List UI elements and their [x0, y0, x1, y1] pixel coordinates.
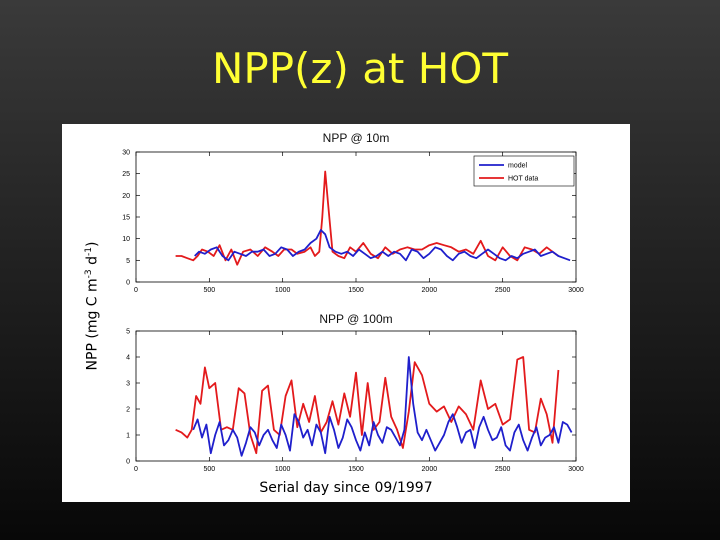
x-tick-label: 500 — [203, 287, 215, 294]
series-line-hot-data — [175, 170, 559, 266]
x-tick-label: 0 — [134, 466, 138, 473]
x-tick-label: 3000 — [568, 287, 584, 294]
x-tick-label: 1000 — [275, 466, 291, 473]
y-tick-label: 3 — [126, 381, 130, 388]
y-tick-label: 4 — [126, 355, 130, 362]
y-tick-label: 25 — [122, 171, 130, 178]
series-line-model — [192, 356, 573, 457]
x-tick-label: 2500 — [495, 287, 511, 294]
x-tick-label: 3000 — [568, 466, 584, 473]
legend-box — [473, 155, 575, 187]
x-tick-label: 2500 — [495, 466, 511, 473]
y-tick-label: 0 — [126, 459, 130, 466]
x-tick-label: 1000 — [275, 287, 291, 294]
x-tick-label: 2000 — [422, 287, 438, 294]
series-line-model — [194, 229, 571, 262]
y-tick-label: 10 — [122, 236, 130, 243]
x-tick-label: 500 — [203, 466, 215, 473]
x-axis-label: Serial day since 09/1997 — [259, 480, 433, 496]
chart-title-1: NPP @ 100m — [319, 312, 392, 326]
legend-entry-1: HOT data — [508, 176, 538, 183]
y-tick-label: 1 — [126, 433, 130, 440]
y-tick-label: 20 — [122, 193, 130, 200]
y-tick-label: 5 — [126, 258, 130, 265]
y-tick-label: 0 — [126, 280, 130, 287]
chart-title-0: NPP @ 10m — [323, 131, 390, 145]
figure-panel — [62, 124, 630, 502]
x-tick-label: 1500 — [348, 287, 364, 294]
slide-title: NPP(z) at HOT — [211, 44, 509, 93]
series-line-hot-data — [175, 356, 560, 455]
x-tick-label: 0 — [134, 287, 138, 294]
y-tick-label: 5 — [126, 329, 130, 336]
legend-entry-0: model — [508, 163, 528, 170]
y-tick-label: 2 — [126, 407, 130, 414]
y-tick-label: 30 — [122, 150, 130, 157]
x-tick-label: 2000 — [422, 466, 438, 473]
y-tick-label: 15 — [122, 215, 130, 222]
x-tick-label: 1500 — [348, 466, 364, 473]
